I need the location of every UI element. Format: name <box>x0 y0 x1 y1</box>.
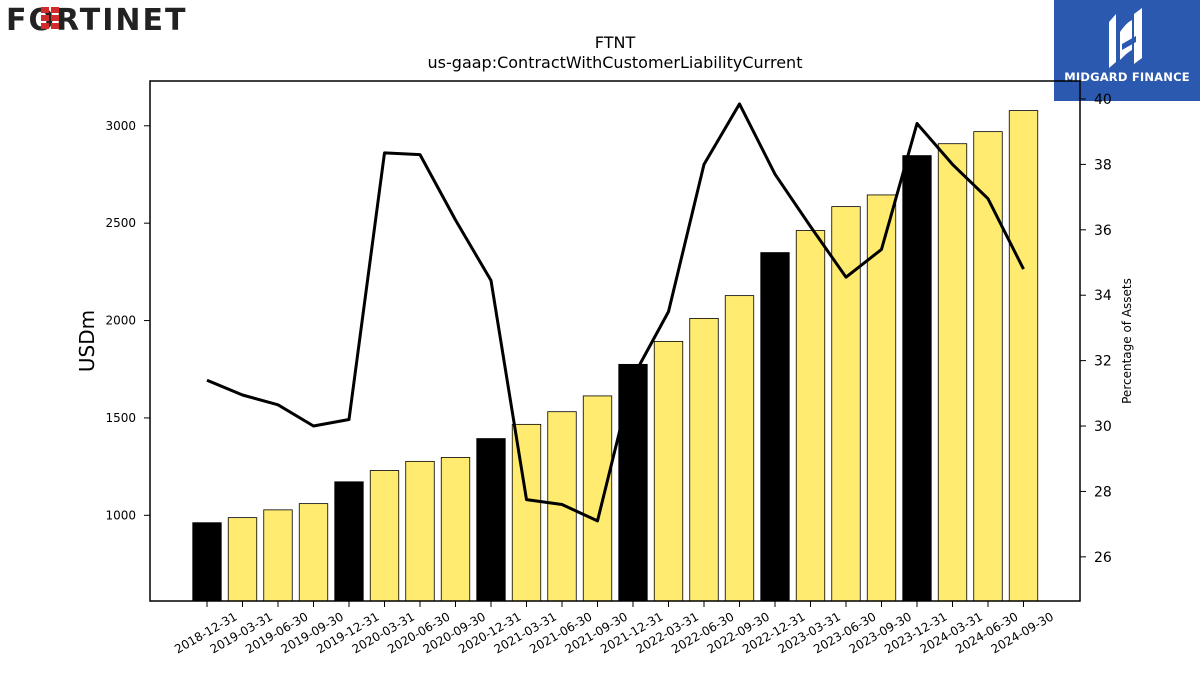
bar-2020-03-31 <box>369 470 400 602</box>
bar-2022-06-30 <box>689 318 719 602</box>
y2-tick-label: 28 <box>1094 484 1112 500</box>
y-tick-label: 3000 <box>105 119 136 133</box>
bar-2021-09-30 <box>582 395 613 602</box>
bar-2018-12-31 <box>192 522 222 602</box>
bar-2020-12-31 <box>476 438 506 602</box>
chart-title: FTNT <box>595 33 636 52</box>
y2-tick-label: 38 <box>1094 157 1112 173</box>
y2-tick-label: 40 <box>1094 92 1112 108</box>
y2-tick-label: 34 <box>1094 288 1112 304</box>
x-axis: 2018-12-312019-03-312019-06-302019-09-30… <box>172 601 1056 656</box>
bar-2024-06-30 <box>973 131 1003 602</box>
bar-2021-12-31 <box>618 363 648 602</box>
y-axis-right: 26 28 30 32 34 36 38 40 <box>1080 92 1112 566</box>
bar-2019-12-31 <box>334 481 364 602</box>
bar-2019-06-30 <box>263 509 293 602</box>
bar-2022-09-30 <box>724 295 755 602</box>
bar-2019-09-30 <box>298 503 329 602</box>
fortinet-logo-mark: FORTINET <box>6 3 187 38</box>
y2-tick-label: 32 <box>1094 354 1112 370</box>
bar-2023-09-30 <box>866 194 897 602</box>
bar-2021-03-31 <box>511 423 542 602</box>
y-axis-left: 1000 1500 2000 2500 3000 <box>105 119 150 522</box>
y2-axis-label: Percentage of Assets <box>1120 278 1134 404</box>
bar-2023-06-30 <box>831 206 861 602</box>
fortinet-logo-text: FORTINET <box>6 3 187 38</box>
midgard-finance-logo: MIDGARD FINANCE <box>1054 0 1200 101</box>
plot-frame <box>149 80 1081 602</box>
percent-of-assets-line <box>206 102 1025 523</box>
y2-tick-label: 26 <box>1094 550 1112 566</box>
line-series <box>206 102 1025 523</box>
y-axis-label: USDm <box>75 310 99 372</box>
bar-2019-03-31 <box>227 517 258 602</box>
bar-2023-03-31 <box>795 230 826 602</box>
fortinet-red-blocks <box>41 7 59 29</box>
bar-2024-09-30 <box>1008 110 1039 602</box>
y-tick-label: 1500 <box>105 411 136 425</box>
midgard-finance-wordmark: MIDGARD FINANCE <box>1064 70 1190 84</box>
bar-2023-12-31 <box>902 155 932 602</box>
y-tick-label: 2000 <box>105 314 136 328</box>
bar-2022-03-31 <box>653 340 684 602</box>
y2-tick-label: 30 <box>1094 419 1112 435</box>
y-tick-label: 2500 <box>105 216 136 230</box>
chart-subtitle: us-gaap:ContractWithCustomerLiabilityCur… <box>428 53 803 72</box>
y-tick-label: 1000 <box>105 508 136 522</box>
bar-2020-09-30 <box>440 457 471 602</box>
fortinet-logo: FORTINET <box>4 0 239 40</box>
y2-tick-label: 36 <box>1094 223 1112 239</box>
bar-2020-06-30 <box>405 460 435 602</box>
bar-series <box>192 110 1039 602</box>
midgard-emblem-icon <box>1109 8 1142 68</box>
bar-2021-06-30 <box>547 411 577 602</box>
bar-2024-03-31 <box>937 143 968 602</box>
bar-2022-12-31 <box>760 252 790 602</box>
